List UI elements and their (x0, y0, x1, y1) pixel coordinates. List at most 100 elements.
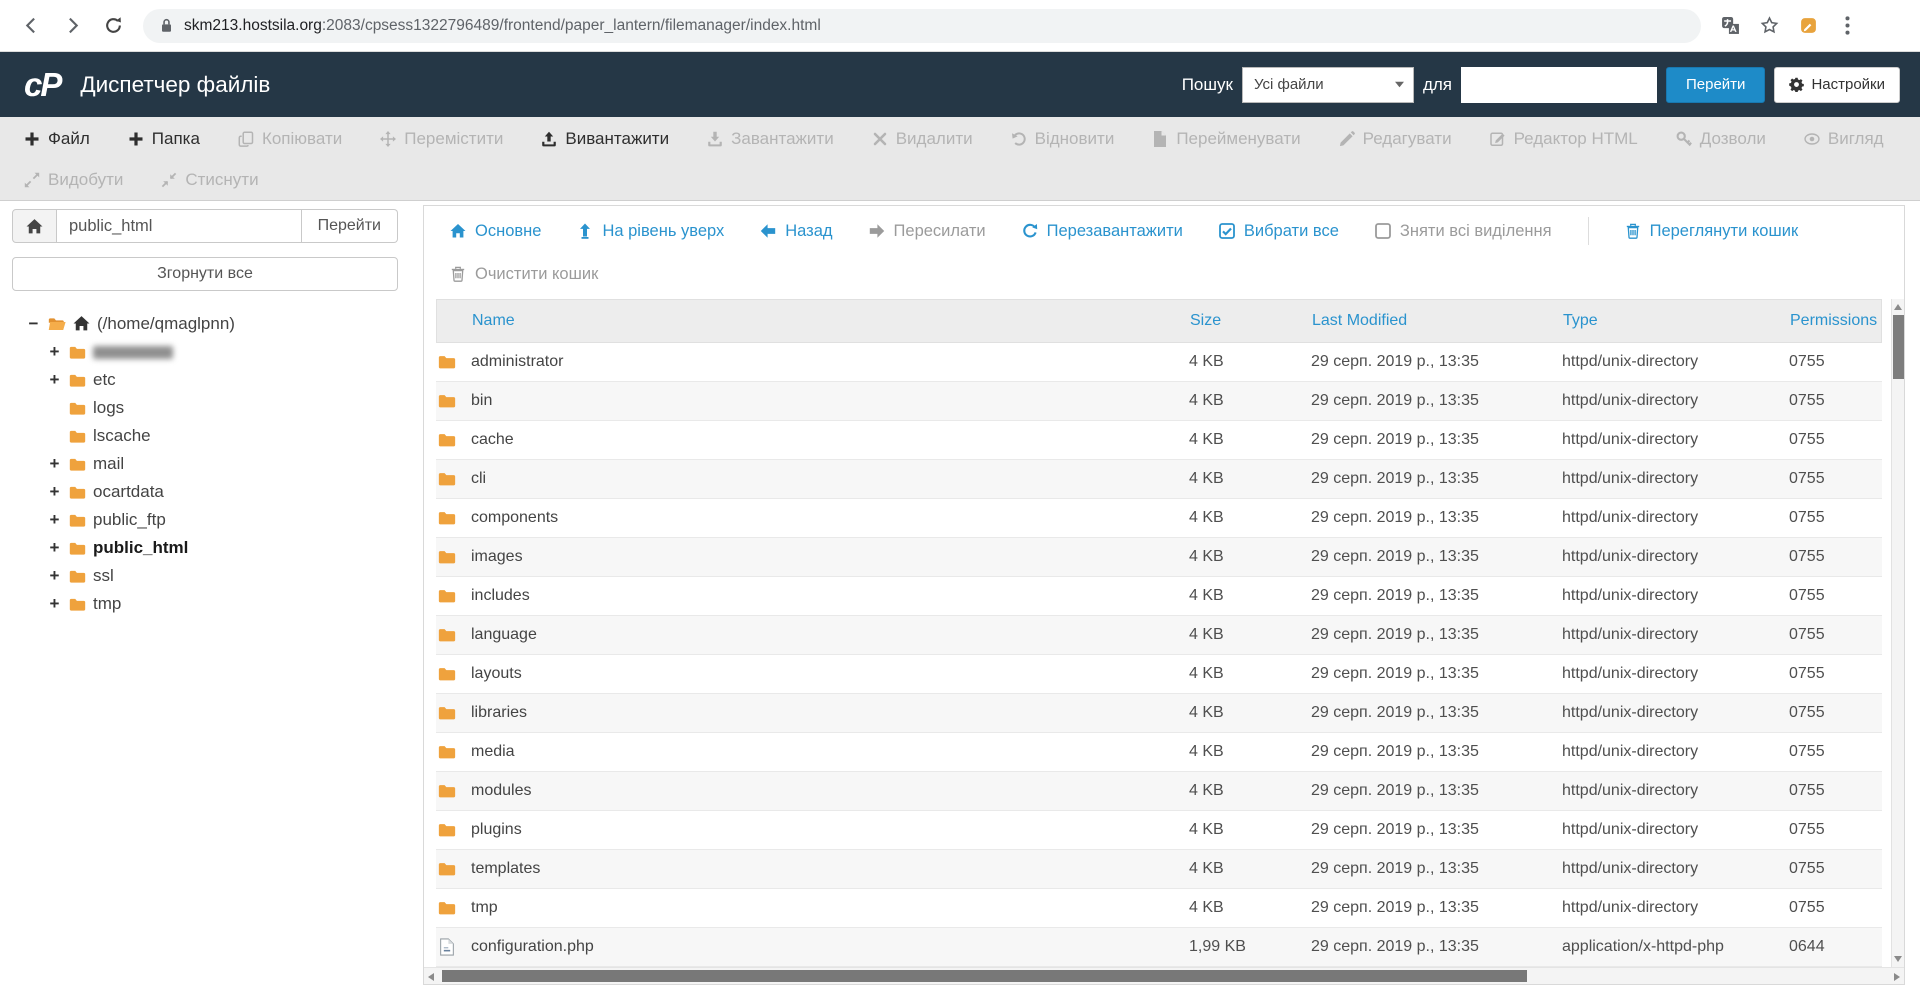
expand-icon[interactable]: + (49, 370, 60, 389)
toolbar-button[interactable]: Редактор HTML (1489, 129, 1638, 149)
scroll-left-arrow[interactable] (428, 973, 434, 981)
column-header-type[interactable]: Type (1563, 312, 1598, 329)
expand-icon[interactable]: + (49, 482, 60, 501)
table-row[interactable]: libraries 4 KB 29 серп. 2019 р., 13:35 h… (436, 694, 1882, 733)
browser-reload-icon[interactable] (104, 16, 123, 35)
horizontal-scroll-thumb[interactable] (442, 970, 1527, 982)
tree-item[interactable]: + ssl (12, 562, 398, 590)
cell-name: templates (471, 860, 541, 877)
toolbar-button[interactable]: Вивантажити (541, 129, 669, 149)
toolbar-button[interactable]: Вигляд (1804, 129, 1884, 149)
toolbar-button[interactable]: Редагувати (1339, 129, 1452, 149)
table-row[interactable]: images 4 KB 29 серп. 2019 р., 13:35 http… (436, 538, 1882, 577)
browser-menu-icon[interactable] (1838, 16, 1857, 35)
expand-icon[interactable]: + (49, 510, 60, 529)
path-input[interactable] (57, 209, 302, 243)
table-row[interactable]: components 4 KB 29 серп. 2019 р., 13:35 … (436, 499, 1882, 538)
tree-item[interactable]: + public_ftp (12, 506, 398, 534)
tree-item-label: lscache (93, 426, 151, 445)
table-row[interactable]: includes 4 KB 29 серп. 2019 р., 13:35 ht… (436, 577, 1882, 616)
tree-item[interactable]: lscache (12, 422, 398, 450)
scroll-right-arrow[interactable] (1894, 973, 1900, 981)
collapse-expander[interactable]: − (28, 313, 39, 333)
home-directory-button[interactable] (12, 209, 57, 243)
content-toolbar-button[interactable]: Зняти всі виділення (1374, 222, 1552, 241)
cell-name: layouts (471, 665, 522, 682)
table-row[interactable]: cache 4 KB 29 серп. 2019 р., 13:35 httpd… (436, 421, 1882, 460)
browser-address-bar: skm213.hostsila.org:2083/cpsess132279648… (0, 0, 1920, 52)
settings-button[interactable]: Настройки (1774, 66, 1900, 103)
table-row[interactable]: configuration.php 1,99 KB 29 серп. 2019 … (436, 928, 1882, 967)
table-row[interactable]: layouts 4 KB 29 серп. 2019 р., 13:35 htt… (436, 655, 1882, 694)
column-header-permissions[interactable]: Permissions (1790, 312, 1878, 329)
content-toolbar-button[interactable]: Пересилати (869, 222, 986, 241)
search-scope-select[interactable]: Усі файли (1241, 66, 1414, 103)
toolbar-button[interactable]: Перемістити (380, 129, 503, 149)
table-row[interactable]: cli 4 KB 29 серп. 2019 р., 13:35 httpd/u… (436, 460, 1882, 499)
extension-icon[interactable] (1799, 16, 1818, 35)
expand-icon[interactable]: + (49, 594, 60, 613)
table-row[interactable]: language 4 KB 29 серп. 2019 р., 13:35 ht… (436, 616, 1882, 655)
tree-item[interactable]: + mail (12, 450, 398, 478)
horizontal-scrollbar[interactable] (424, 967, 1904, 984)
content-toolbar-label: Пересилати (893, 221, 986, 240)
content-toolbar-button[interactable]: Основне (450, 222, 541, 241)
vertical-scrollbar[interactable] (1891, 299, 1904, 967)
cell-permissions: 0755 (1789, 548, 1825, 565)
expand-icon[interactable]: + (49, 454, 60, 473)
table-row[interactable]: administrator 4 KB 29 серп. 2019 р., 13:… (436, 343, 1882, 382)
toolbar-button[interactable]: Дозволи (1676, 129, 1766, 149)
toolbar-button[interactable]: Папка (128, 129, 200, 149)
tree-root[interactable]: − (/home/qmaglpnn) (12, 309, 398, 338)
table-row[interactable]: templates 4 KB 29 серп. 2019 р., 13:35 h… (436, 850, 1882, 889)
toolbar-button[interactable]: Стиснути (161, 170, 259, 190)
tree-item[interactable]: + etc (12, 366, 398, 394)
file-type-icon (436, 938, 471, 956)
tree-item[interactable]: + public_html (12, 534, 398, 562)
toolbar-button[interactable]: Перейменувати (1152, 129, 1301, 149)
translate-icon[interactable] (1721, 16, 1740, 35)
column-header-name[interactable]: Name (472, 312, 515, 329)
cell-permissions: 0755 (1789, 353, 1825, 370)
scroll-up-arrow[interactable] (1894, 304, 1902, 310)
toolbar-button[interactable]: Завантажити (707, 129, 834, 149)
toolbar-button[interactable]: Видалити (872, 129, 973, 149)
table-row[interactable]: modules 4 KB 29 серп. 2019 р., 13:35 htt… (436, 772, 1882, 811)
table-row[interactable]: tmp 4 KB 29 серп. 2019 р., 13:35 httpd/u… (436, 889, 1882, 928)
expand-icon[interactable]: + (49, 538, 60, 557)
tree-item[interactable]: + ocartdata (12, 478, 398, 506)
scroll-down-arrow[interactable] (1894, 956, 1902, 962)
url-bar[interactable]: skm213.hostsila.org:2083/cpsess132279648… (143, 8, 1701, 43)
search-input[interactable] (1461, 66, 1657, 103)
content-toolbar-button[interactable]: Перезавантажити (1022, 222, 1183, 241)
column-header-modified[interactable]: Last Modified (1312, 312, 1408, 329)
folder-icon (69, 568, 86, 585)
empty-trash-button[interactable]: Очистити кошик (450, 265, 598, 284)
table-row[interactable]: plugins 4 KB 29 серп. 2019 р., 13:35 htt… (436, 811, 1882, 850)
expand-icon[interactable]: + (49, 566, 60, 585)
content-toolbar-button[interactable]: На рівень уверх (577, 222, 724, 241)
search-go-button[interactable]: Перейти (1666, 66, 1766, 103)
table-row[interactable]: media 4 KB 29 серп. 2019 р., 13:35 httpd… (436, 733, 1882, 772)
path-go-button[interactable]: Перейти (301, 209, 398, 243)
tree-item[interactable]: logs (12, 394, 398, 422)
toolbar-button[interactable]: Файл (24, 129, 90, 149)
collapse-all-button[interactable]: Згорнути все (12, 257, 398, 291)
bookmark-star-icon[interactable] (1760, 16, 1779, 35)
table-row[interactable]: bin 4 KB 29 серп. 2019 р., 13:35 httpd/u… (436, 382, 1882, 421)
view-trash-button[interactable]: Переглянути кошик (1625, 222, 1798, 241)
content-toolbar-button[interactable]: Назад (760, 222, 833, 241)
column-header-size[interactable]: Size (1190, 312, 1222, 329)
toolbar-button[interactable]: Відновити (1011, 129, 1114, 149)
toolbar-button[interactable]: Копіювати (238, 129, 342, 149)
content-toolbar-button[interactable]: Вибрати все (1218, 222, 1339, 241)
vertical-scroll-thumb[interactable] (1893, 315, 1904, 379)
tree-item[interactable]: + tmp (12, 590, 398, 618)
cell-name: plugins (471, 821, 522, 838)
browser-forward-icon[interactable] (63, 16, 82, 35)
expand-icon[interactable]: + (49, 342, 60, 361)
browser-back-icon[interactable] (22, 16, 41, 35)
toolbar-button[interactable]: Видобути (24, 170, 123, 190)
file-type-icon (436, 509, 471, 527)
tree-item[interactable]: + (12, 338, 398, 366)
